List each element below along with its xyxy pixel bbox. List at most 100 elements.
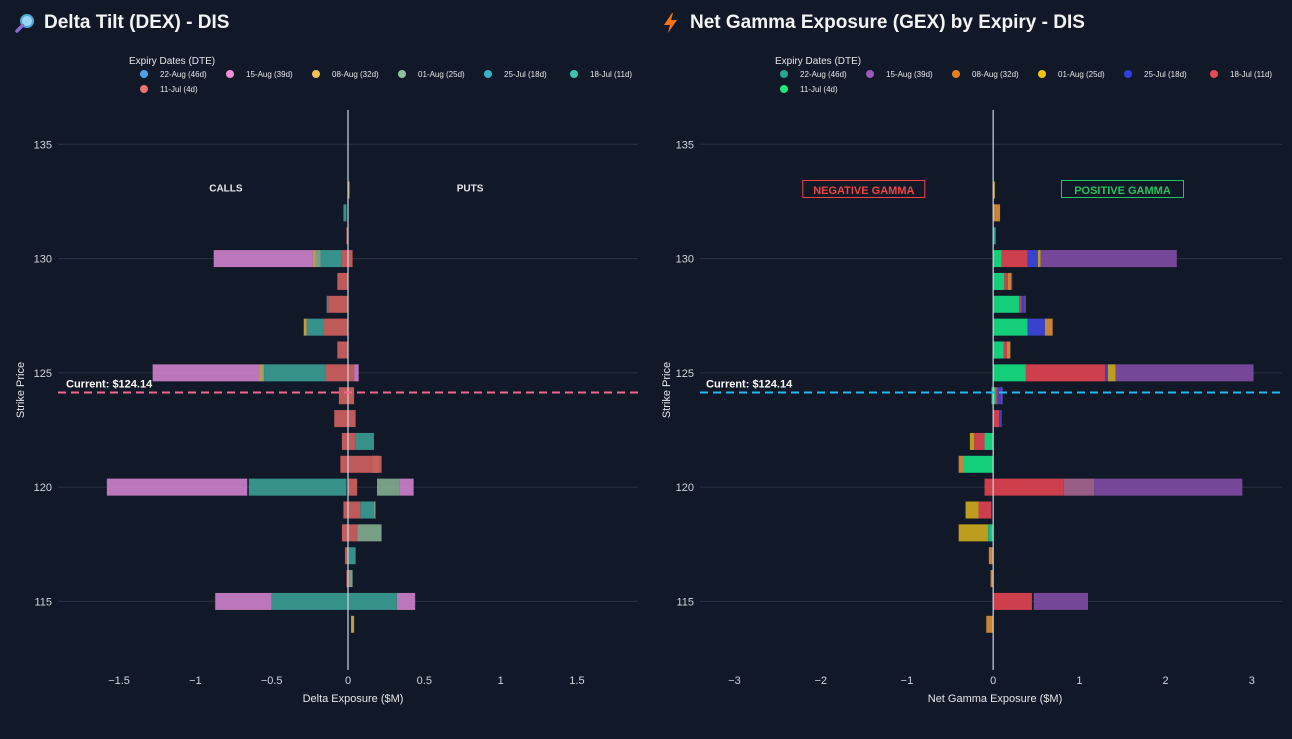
gex-bar: [969, 432, 975, 450]
gex-bar: [1024, 295, 1026, 313]
gex-bar: [1000, 387, 1003, 405]
dex-xtick-label: 1.5: [569, 675, 584, 687]
dex-bar: [306, 318, 324, 336]
dex-chart-title: Delta Tilt (DEX) - DIS: [14, 12, 229, 34]
gex-bar: [974, 432, 985, 450]
dex-bar: [334, 410, 356, 428]
dex-bar: [348, 478, 358, 496]
dex-bar: [312, 250, 316, 268]
gex-bar: [993, 250, 1002, 268]
gex-bar: [1006, 341, 1011, 359]
dex-bar: [344, 547, 348, 565]
gex-legend-label: 01-Aug (25d): [1058, 70, 1105, 79]
dex-bar: [271, 592, 397, 610]
dex-legend-marker: [140, 70, 148, 78]
dex-bar: [320, 250, 342, 268]
gex-legend-marker: [1124, 70, 1132, 78]
gex-legend-label: 25-Jul (18d): [1144, 70, 1187, 79]
gex-xtick-label: 1: [1076, 675, 1082, 687]
dex-bar: [248, 478, 347, 496]
dex-bar: [357, 524, 382, 542]
dex-legend-label: 18-Jul (11d): [590, 70, 632, 79]
gex-ytick-label: 130: [676, 254, 694, 266]
dex-bar: [264, 364, 326, 382]
dex-bar: [343, 501, 361, 519]
dex-bar: [341, 524, 358, 542]
gex-bar: [990, 570, 994, 588]
gex-y-axis-title: Strike Price: [661, 362, 673, 418]
gex-bar: [1021, 295, 1025, 313]
dex-bar: [348, 181, 350, 199]
dex-bar: [360, 501, 374, 519]
gex-legend-title: Expiry Dates (DTE): [775, 56, 861, 67]
dex-bar: [325, 364, 355, 382]
gex-bar: [991, 387, 994, 405]
dex-bar: [337, 341, 348, 359]
gex-bar: [993, 295, 1020, 313]
dex-legend-marker: [226, 70, 234, 78]
gex-title-text: Net Gamma Exposure (GEX) by Expiry - DIS: [690, 12, 1085, 33]
dex-chart-panel: Delta Tilt (DEX) - DIS 115 120 125 130 135 −1…: [14, 12, 638, 705]
dex-bar: [323, 318, 348, 336]
dex-ytick-label: 125: [34, 368, 52, 380]
gex-x-axis-title: Net Gamma Exposure ($M): [928, 693, 1062, 705]
dex-bar: [215, 592, 272, 610]
dex-bar: [326, 295, 329, 313]
dex-chart-svg: 115 120 125 130 135 −1.5 −1 −0.5 0 0.5 1 1.5 Current…: [15, 56, 638, 705]
dex-legend-label: 08-Aug (32d): [332, 70, 379, 79]
gex-xtick-label: 3: [1249, 675, 1255, 687]
gex-bar: [993, 410, 1000, 428]
dex-bar: [396, 592, 416, 610]
gex-bar: [987, 524, 991, 542]
gex-bar: [1011, 272, 1013, 290]
gex-bar: [997, 387, 1001, 405]
dex-legend-marker: [570, 70, 578, 78]
dex-xtick-label: 0: [345, 675, 351, 687]
gex-bar: [999, 410, 1002, 428]
magnifier-icon: [15, 14, 34, 33]
dex-xtick-label: 0.5: [417, 675, 432, 687]
dex-ytick-label: 120: [34, 482, 52, 494]
gex-chart-svg: 115 120 125 130 135 −3 −2 −1 0 1 2 3 Current: $124.1…: [661, 56, 1282, 705]
dex-bar: [377, 478, 400, 496]
dex-bar: [341, 432, 356, 450]
dex-ytick-label: 135: [34, 139, 52, 151]
dex-title-text: Delta Tilt (DEX) - DIS: [44, 12, 230, 33]
gex-xtick-label: 2: [1163, 675, 1169, 687]
gex-legend-marker: [1038, 70, 1046, 78]
gex-bar: [993, 364, 1026, 382]
gex-bar: [993, 592, 1032, 610]
gex-bar: [1025, 364, 1106, 382]
gex-bar: [965, 501, 979, 519]
gex-bar: [1007, 272, 1012, 290]
dex-ytick-label: 130: [34, 254, 52, 266]
gex-legend-label: 08-Aug (32d): [972, 70, 1019, 79]
gex-xtick-label: −2: [814, 675, 827, 687]
dex-bar: [354, 364, 359, 382]
dex-bar: [152, 364, 260, 382]
gex-bar: [993, 272, 1005, 290]
dex-bar: [343, 204, 347, 222]
dex-legend-label: 15-Aug (39d): [246, 70, 293, 79]
dex-bar: [340, 455, 382, 473]
dex-legend-marker: [398, 70, 406, 78]
gex-bar: [988, 524, 994, 542]
gex-chart-panel: Net Gamma Exposure (GEX) by Expiry - DIS…: [646, 0, 1292, 739]
gex-bar: [993, 318, 1028, 336]
gex-bar: [1105, 364, 1108, 382]
gex-bar: [993, 227, 996, 245]
dex-bar: [328, 295, 348, 313]
gex-bar: [993, 341, 1004, 359]
dex-bar: [346, 227, 348, 245]
dex-bar: [348, 570, 353, 588]
dex-bar: [355, 432, 374, 450]
dex-legend-marker: [140, 85, 148, 93]
gex-bar: [1004, 272, 1008, 290]
gex-bar: [993, 204, 1001, 222]
dex-legend-label: 25-Jul (18d): [504, 70, 547, 79]
gex-ytick-label: 125: [676, 368, 694, 380]
dex-xtick-label: 1: [498, 675, 504, 687]
gex-annotation-box: [1060, 180, 1184, 198]
gex-bar: [988, 547, 994, 565]
gex-annotation: POSITIVE GAMMA: [1074, 185, 1171, 197]
